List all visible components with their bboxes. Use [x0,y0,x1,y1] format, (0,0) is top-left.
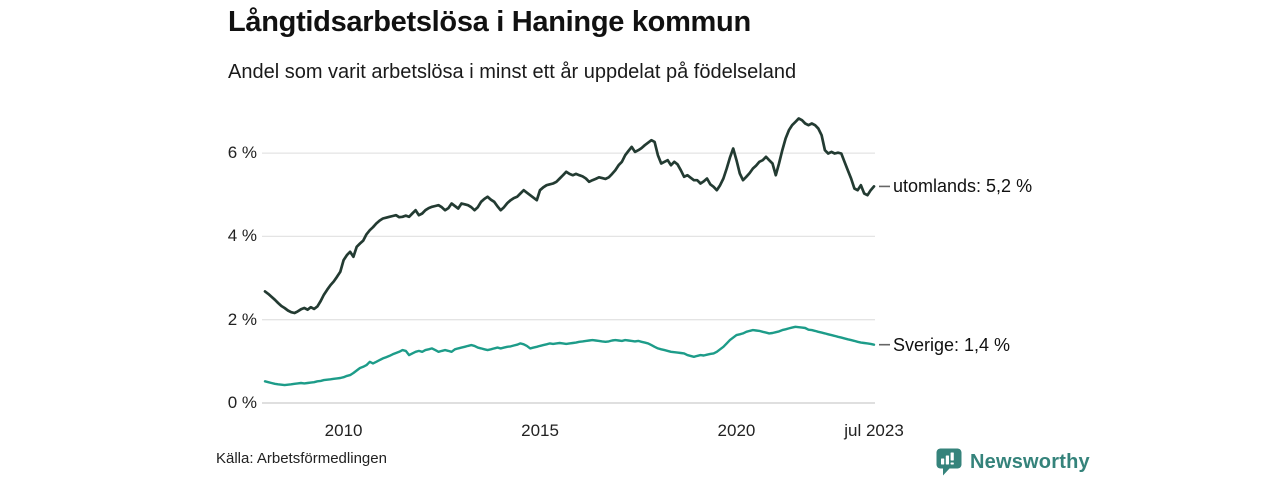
newsworthy-bubble-chart-icon [936,448,962,476]
newsworthy-logo: Newsworthy [936,448,1090,477]
source-note: Källa: Arbetsförmedlingen [216,450,387,467]
x-tick-label: jul 2023 [844,421,904,440]
series-label-utomlands: utomlands: 5,2 % [893,176,1033,197]
x-tick-label: 2020 [717,421,756,440]
x-tick-label: 2015 [521,421,559,440]
series-label-sverige: Sverige: 1,4 % [893,334,1011,355]
x-tick-label: 2010 [324,421,363,440]
chart-subtitle: Andel som varit arbetslösa i minst ett å… [228,61,797,83]
series-line-Sverige [263,325,876,387]
series-line-utomlands [263,117,876,315]
page-title: Långtidsarbetslösa i Haninge kommun [228,6,751,38]
y-tick-label: 0 % [227,393,257,412]
y-tick-label: 6 % [227,143,257,163]
y-tick-label: 2 % [227,309,257,329]
newsworthy-wordmark: Newsworthy [970,451,1090,473]
y-tick-label: 4 % [227,226,257,246]
